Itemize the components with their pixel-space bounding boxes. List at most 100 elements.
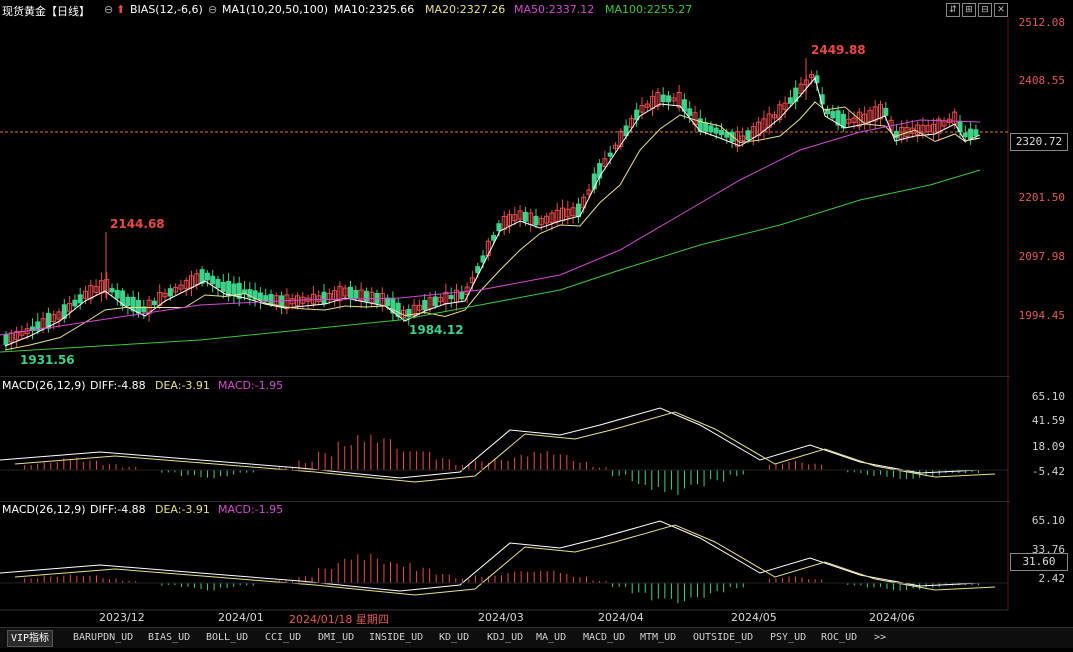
close-icon[interactable]: ✕ — [994, 3, 1008, 17]
macd-axis-label: -5.42 — [1031, 465, 1065, 478]
ma50-value: MA50:2337.12 — [514, 3, 595, 16]
candle-body — [846, 118, 852, 124]
candle-body — [936, 118, 942, 134]
macd-value: MACD:-1.95 — [218, 379, 284, 392]
macd-axis-label: 33.76 — [1031, 543, 1065, 556]
candle-body — [597, 163, 603, 179]
tab-bias[interactable]: BIAS_UD — [148, 632, 191, 643]
candle-body — [570, 207, 576, 217]
candle-body — [830, 111, 836, 119]
candle-body — [729, 131, 735, 142]
candle-body — [289, 298, 295, 305]
tab-macd[interactable]: MACD_UD — [583, 632, 626, 643]
low-annotation: 1931.56 — [20, 353, 75, 367]
candle-body — [835, 110, 841, 126]
candle-body — [61, 304, 67, 319]
candle-body — [522, 211, 528, 222]
macd-label[interactable]: MACD(26,12,9) — [2, 379, 86, 392]
candle-body — [491, 234, 497, 241]
diff-line — [0, 407, 981, 479]
candle-body — [146, 299, 152, 315]
date-axis-label: 2024/01 — [218, 611, 264, 624]
tab-dmi[interactable]: DMI_UD — [318, 632, 355, 643]
tab-inside[interactable]: INSIDE_UD — [369, 632, 424, 643]
candle-body — [485, 240, 491, 257]
candle-body — [968, 128, 974, 140]
candle-body — [183, 279, 189, 289]
tab-ma[interactable]: MA_UD — [536, 632, 567, 643]
indicator-toggle-icon[interactable]: ⊖ — [208, 3, 218, 16]
tab-barupdn[interactable]: BARUPDN_UD — [73, 632, 134, 643]
tab-vip[interactable]: VIP指标 — [7, 630, 54, 647]
dea-line — [14, 411, 996, 483]
macd-current-box: 31.60 — [1010, 553, 1068, 571]
candle-body — [220, 281, 226, 292]
candle-body — [872, 106, 878, 122]
ma10-value: MA10:2325.66 — [334, 3, 415, 16]
pane-divider[interactable] — [0, 501, 1010, 502]
pane-divider[interactable] — [0, 376, 1010, 377]
restore-icon[interactable]: ⇵ — [946, 3, 960, 17]
ma-label[interactable]: MA1(10,20,50,100) — [222, 3, 329, 16]
candle-body — [676, 92, 682, 108]
tab-cci[interactable]: CCI_UD — [265, 632, 302, 643]
instrument-title: 现货黄金【日线】 — [2, 5, 90, 18]
candle-body — [295, 295, 300, 307]
date-axis-label: 2024/03 — [478, 611, 524, 624]
candle-body — [141, 306, 147, 313]
candle-body — [660, 94, 666, 103]
candle-body — [798, 83, 804, 95]
candle-body — [120, 290, 126, 306]
candle-body — [427, 297, 433, 310]
candle-body — [666, 95, 671, 103]
candle-body — [708, 125, 714, 133]
candle-body — [782, 102, 788, 111]
candle-body — [3, 334, 9, 345]
candle-body — [766, 113, 772, 128]
bias-label[interactable]: BIAS(12,-6,6) — [130, 3, 203, 16]
tab-roc[interactable]: ROC_UD — [821, 632, 858, 643]
tab-kd[interactable]: KD_UD — [439, 632, 470, 643]
macd-value: MACD:-1.95 — [218, 503, 284, 516]
ma20-value: MA20:2327.26 — [425, 3, 506, 16]
minimize-icon[interactable]: ⊟ — [978, 3, 992, 17]
candle-body — [475, 266, 481, 274]
candle-body — [469, 277, 475, 284]
price-axis-label: 2097.98 — [1018, 250, 1065, 263]
macd-diff: DIFF:-4.88 — [90, 379, 146, 392]
candle-body — [348, 286, 353, 300]
peak-annotation: 2144.68 — [110, 217, 165, 231]
tab-psy[interactable]: PSY_UD — [770, 632, 807, 643]
candle-body — [719, 129, 724, 136]
maximize-icon[interactable]: ⊞ — [962, 3, 976, 17]
candle-body — [512, 214, 518, 222]
candle-body — [390, 298, 396, 314]
candle-body — [634, 109, 640, 121]
candle-body — [883, 107, 889, 117]
tab-mtm[interactable]: MTM_UD — [640, 632, 677, 643]
candle-body — [363, 290, 369, 302]
candle-body — [77, 294, 83, 304]
diff-line — [0, 520, 981, 592]
tab-kdj[interactable]: KDJ_UD — [487, 632, 524, 643]
indicator-toggle-icon[interactable]: ⊖ — [104, 3, 114, 16]
candle-body — [840, 113, 846, 129]
candle-body — [369, 291, 375, 303]
candle-body — [136, 299, 141, 314]
candle-body — [268, 294, 274, 305]
tab-boll[interactable]: BOLL_UD — [206, 632, 249, 643]
candle-body — [14, 330, 20, 340]
candle-body — [607, 152, 613, 157]
candle-body — [613, 144, 618, 149]
macd-axis-label: 2.42 — [1038, 572, 1066, 585]
macd-label[interactable]: MACD(26,12,9) — [2, 503, 86, 516]
candle-body — [321, 291, 327, 305]
candle-body — [623, 125, 629, 137]
tab-outside[interactable]: OUTSIDE_UD — [693, 632, 754, 643]
candle-body — [703, 122, 709, 132]
tab-more[interactable]: >> — [874, 632, 887, 643]
macd-axis-label: 65.10 — [1031, 390, 1065, 403]
candle-body — [162, 292, 168, 298]
candle-body — [893, 130, 899, 139]
